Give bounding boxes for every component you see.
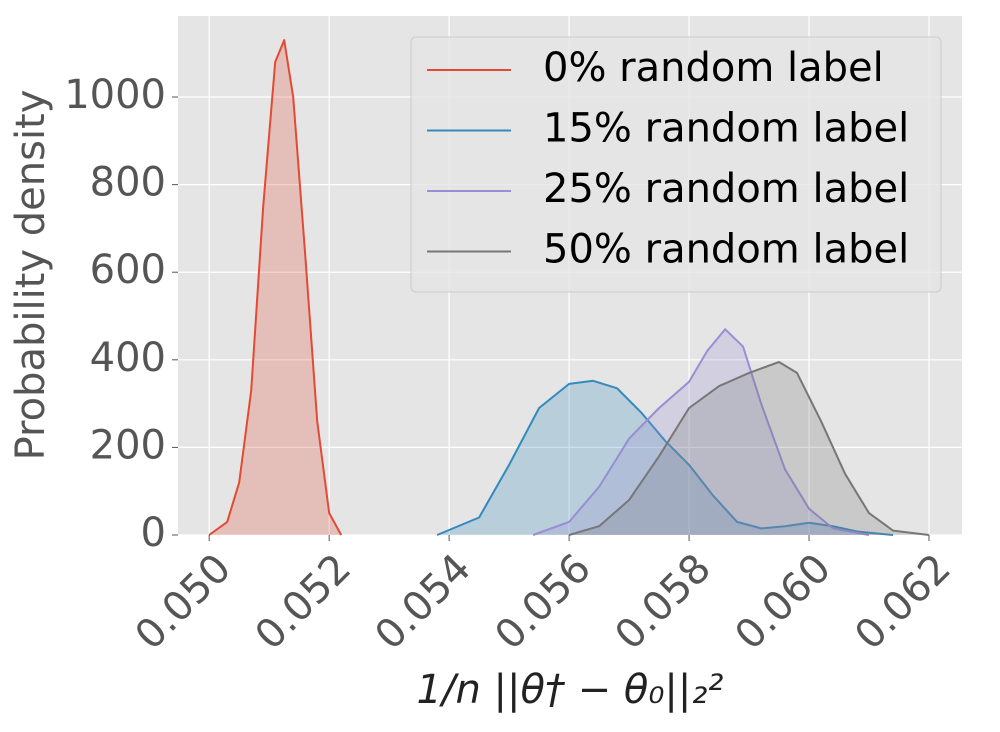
y-axis-label: Probability density [8,90,54,461]
x-tick-label: 0.050 [127,545,241,659]
y-tick-label: 800 [90,160,166,206]
x-tick-label: 0.054 [366,545,480,659]
density-area [533,329,870,535]
density-area [569,362,930,535]
x-tick-label: 0.062 [846,545,960,659]
y-tick-label: 600 [90,247,166,293]
x-tick-label: 0.060 [726,545,840,659]
density-area [209,40,342,535]
y-tick-label: 200 [90,422,166,468]
legend-box [410,36,942,293]
y-tick-label: 400 [90,335,166,381]
x-tick-label: 0.058 [606,545,720,659]
density-line [532,328,870,536]
density-line [436,379,894,536]
legend-label: 0% random label [543,45,884,91]
x-axis-label: 1/n ||θ† − θ₀||₂² [417,667,724,713]
density-line [568,361,930,536]
y-tick-label: 1000 [64,72,166,118]
legend-label: 50% random label [543,227,909,273]
density-area [437,380,894,535]
y-tick-label: 0 [141,510,166,556]
legend-label: 25% random label [543,166,909,212]
x-tick-label: 0.052 [247,545,361,659]
density-line [208,39,343,536]
x-tick-label: 0.056 [486,545,600,659]
legend-label: 15% random label [543,106,909,152]
